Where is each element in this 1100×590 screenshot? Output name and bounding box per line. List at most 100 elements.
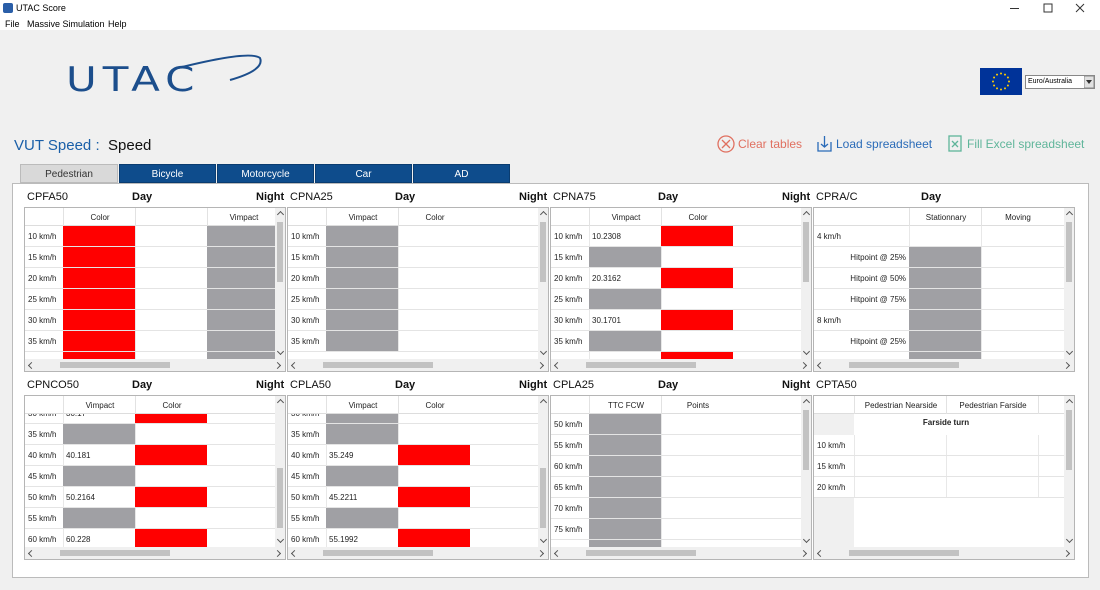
scroll-up[interactable] bbox=[276, 210, 285, 219]
maximize[interactable] bbox=[1043, 3, 1053, 13]
scroll-thumb[interactable] bbox=[803, 222, 809, 282]
scroll-up[interactable] bbox=[802, 398, 811, 407]
scroll-right[interactable] bbox=[1062, 549, 1071, 558]
cell bbox=[326, 226, 398, 246]
scroll-down[interactable] bbox=[802, 535, 811, 544]
scroll-left[interactable] bbox=[27, 549, 36, 558]
tab[interactable]: Pedestrian bbox=[20, 164, 118, 183]
scroll-left[interactable] bbox=[290, 361, 299, 370]
row-label: 10 km/h bbox=[291, 232, 320, 241]
excel-icon[interactable] bbox=[947, 134, 965, 154]
table-row: 30 km/h bbox=[25, 310, 275, 331]
tab[interactable]: Motorcycle bbox=[217, 164, 314, 183]
vertical-scrollbar[interactable] bbox=[1064, 208, 1074, 359]
fill-excel-button[interactable]: Fill Excel spreadsheet bbox=[967, 137, 1085, 151]
table-row: 35 km/h bbox=[288, 424, 538, 445]
vertical-scrollbar[interactable] bbox=[275, 208, 285, 359]
scroll-left[interactable] bbox=[27, 361, 36, 370]
scroll-thumb[interactable] bbox=[277, 222, 283, 282]
cell bbox=[981, 268, 1053, 288]
horizontal-scrollbar[interactable] bbox=[288, 547, 548, 559]
dropdown-arrow[interactable] bbox=[1084, 76, 1094, 88]
scroll-thumb[interactable] bbox=[540, 468, 546, 528]
scroll-up[interactable] bbox=[1065, 210, 1074, 219]
scroll-thumb[interactable] bbox=[586, 550, 696, 556]
vertical-scrollbar[interactable] bbox=[801, 208, 811, 359]
scroll-thumb[interactable] bbox=[849, 550, 959, 556]
tab[interactable]: Bicycle bbox=[119, 164, 216, 183]
load-icon[interactable] bbox=[816, 134, 834, 154]
tab-label: AD bbox=[454, 169, 469, 180]
cell bbox=[135, 331, 207, 351]
scroll-up[interactable] bbox=[539, 210, 548, 219]
scroll-left[interactable] bbox=[816, 361, 825, 370]
clear-icon[interactable] bbox=[716, 134, 736, 154]
horizontal-scrollbar[interactable] bbox=[288, 359, 548, 371]
scroll-thumb[interactable] bbox=[277, 468, 283, 528]
scroll-down[interactable] bbox=[539, 347, 548, 356]
star bbox=[996, 73, 998, 76]
scroll-thumb[interactable] bbox=[1066, 410, 1072, 470]
scroll-left[interactable] bbox=[553, 361, 562, 370]
scroll-right[interactable] bbox=[536, 361, 545, 370]
vertical-scrollbar[interactable] bbox=[538, 208, 548, 359]
scroll-right[interactable] bbox=[273, 549, 282, 558]
scroll-down[interactable] bbox=[276, 535, 285, 544]
scroll-thumb[interactable] bbox=[60, 550, 170, 556]
vertical-scrollbar[interactable] bbox=[275, 396, 285, 547]
close[interactable] bbox=[1075, 3, 1085, 13]
window-controls[interactable] bbox=[1000, 0, 1100, 17]
speed-value: Speed bbox=[108, 137, 152, 154]
scroll-right[interactable] bbox=[799, 361, 808, 370]
horizontal-scrollbar[interactable] bbox=[25, 547, 285, 559]
scroll-left[interactable] bbox=[553, 549, 562, 558]
horizontal-scrollbar[interactable] bbox=[551, 359, 811, 371]
scroll-down[interactable] bbox=[1065, 535, 1074, 544]
scroll-right[interactable] bbox=[273, 361, 282, 370]
menu-item[interactable]: Massive Simulation bbox=[27, 19, 105, 29]
scroll-left[interactable] bbox=[816, 549, 825, 558]
scroll-thumb[interactable] bbox=[1066, 222, 1072, 282]
scroll-up[interactable] bbox=[276, 398, 285, 407]
scroll-down[interactable] bbox=[276, 347, 285, 356]
scroll-thumb[interactable] bbox=[586, 362, 696, 368]
cell bbox=[981, 247, 1053, 267]
load-spreadsheet-button[interactable]: Load spreadsheet bbox=[836, 137, 933, 151]
scroll-thumb[interactable] bbox=[60, 362, 170, 368]
region-dropdown[interactable]: Euro/Australia bbox=[1025, 75, 1095, 89]
scroll-right[interactable] bbox=[536, 549, 545, 558]
scroll-down[interactable] bbox=[539, 535, 548, 544]
menu-item[interactable]: File bbox=[5, 19, 20, 29]
scroll-thumb[interactable] bbox=[849, 362, 959, 368]
tab[interactable]: AD bbox=[413, 164, 510, 183]
column-header: Vimpact bbox=[63, 396, 135, 414]
scroll-up[interactable] bbox=[539, 398, 548, 407]
vertical-scrollbar[interactable] bbox=[538, 396, 548, 547]
tab[interactable]: Car bbox=[315, 164, 412, 183]
vertical-scrollbar[interactable] bbox=[801, 396, 811, 547]
cell-value: 40.181 bbox=[66, 451, 91, 460]
horizontal-scrollbar[interactable] bbox=[25, 359, 285, 371]
cell bbox=[63, 310, 135, 330]
horizontal-scrollbar[interactable] bbox=[814, 359, 1074, 371]
vertical-scrollbar[interactable] bbox=[1064, 396, 1074, 547]
menu-item[interactable]: Help bbox=[108, 19, 127, 29]
scroll-thumb[interactable] bbox=[803, 410, 809, 470]
scroll-up[interactable] bbox=[802, 210, 811, 219]
cell bbox=[63, 331, 135, 351]
scroll-thumb[interactable] bbox=[540, 222, 546, 282]
horizontal-scrollbar[interactable] bbox=[551, 547, 811, 559]
scroll-right[interactable] bbox=[1062, 361, 1071, 370]
scroll-down[interactable] bbox=[1065, 347, 1074, 356]
scroll-right[interactable] bbox=[799, 549, 808, 558]
row-label: 45 km/h bbox=[28, 472, 57, 481]
scroll-down[interactable] bbox=[802, 347, 811, 356]
horizontal-scrollbar[interactable] bbox=[814, 547, 1074, 559]
scroll-up[interactable] bbox=[1065, 398, 1074, 407]
scroll-left[interactable] bbox=[290, 549, 299, 558]
scroll-thumb[interactable] bbox=[323, 550, 433, 556]
table-row: Hitpoint @ 75% bbox=[814, 289, 1064, 310]
scroll-thumb[interactable] bbox=[323, 362, 433, 368]
clear-tables-button[interactable]: Clear tables bbox=[738, 137, 803, 151]
